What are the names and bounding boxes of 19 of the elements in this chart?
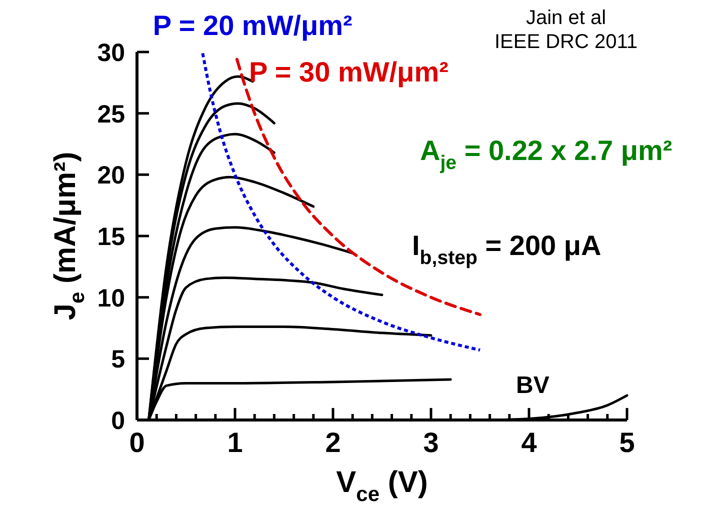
annotation: BV	[516, 372, 550, 399]
y-tick-label: 25	[97, 100, 126, 128]
y-tick-label: 0	[111, 407, 125, 435]
series-label: P = 20 mW/μm²	[152, 10, 352, 42]
x-tick-label: 1	[227, 427, 243, 458]
annotation: A$_{je}$ = 0.22 x 2.7 μm²	[420, 135, 672, 174]
series-label: P = 30 mW/μm²	[248, 56, 448, 88]
y-tick-label: 10	[97, 284, 125, 312]
x-axis-title: V$_{ce}$ (V)	[336, 466, 428, 506]
y-tick-label: 30	[97, 39, 125, 67]
y-tick-label: 15	[97, 223, 126, 251]
y-tick-label: 5	[111, 346, 126, 374]
y-tick-label: 20	[97, 162, 125, 190]
x-tick-label: 5	[619, 427, 635, 458]
x-tick-label: 2	[325, 427, 341, 458]
annotation: Jain et al IEEE DRC 2011	[494, 7, 638, 53]
x-tick-label: 3	[423, 427, 439, 458]
x-tick-label: 4	[521, 427, 538, 458]
annotation: I$_{b,step}$ = 200 μA	[412, 230, 602, 269]
